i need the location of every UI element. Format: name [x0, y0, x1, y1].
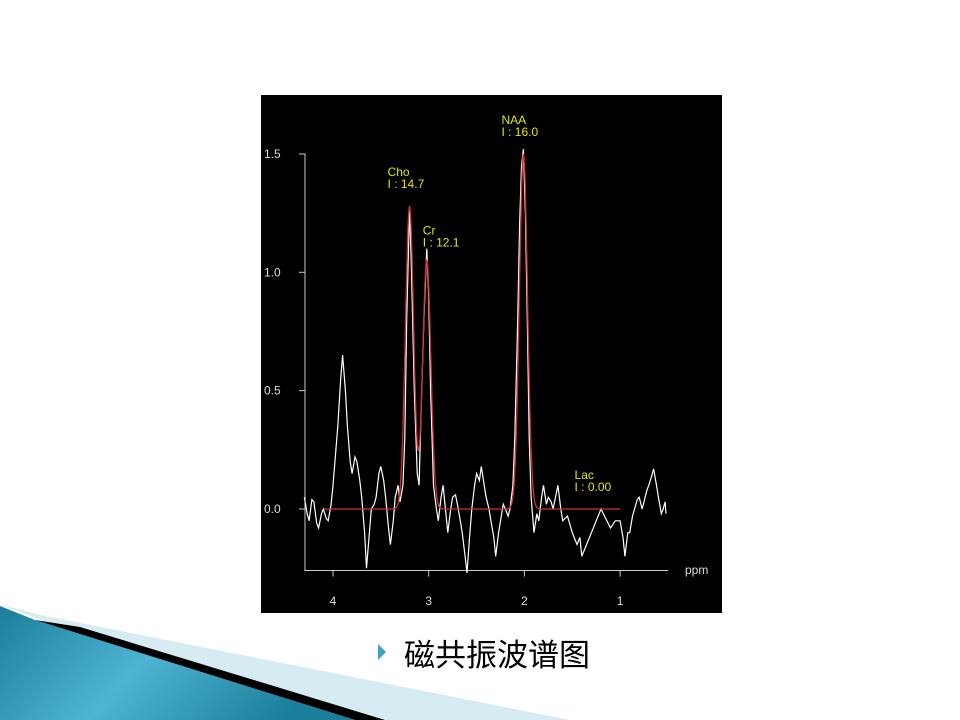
x-tick-label: 3	[425, 594, 432, 608]
y-tick-label: 1.5	[264, 147, 281, 161]
peak-label-naa: NAA	[501, 113, 526, 127]
peak-integral-cr: I : 12.1	[423, 235, 460, 249]
y-tick-label: 0.5	[264, 384, 281, 398]
peak-label-lac: Lac	[575, 468, 594, 482]
y-tick-label: 1.0	[264, 265, 281, 279]
spectrum-line	[303, 149, 667, 573]
caption-text: 磁共振波谱图	[404, 637, 590, 674]
fit-line	[323, 153, 621, 510]
bullet-triangle-icon	[378, 644, 386, 660]
y-tick-label: 0.0	[264, 502, 281, 516]
peak-label-cho: Cho	[388, 165, 410, 179]
x-tick-label: 1	[617, 594, 624, 608]
teal-swoosh	[0, 606, 355, 720]
x-tick-label: 4	[330, 594, 337, 608]
peak-integral-cho: I : 14.7	[388, 177, 425, 191]
peak-label-cr: Cr	[423, 223, 436, 237]
black-swoosh	[35, 620, 385, 720]
peak-integral-naa: I : 16.0	[501, 125, 538, 139]
peak-integral-lac: I : 0.00	[575, 480, 612, 494]
x-tick-label: 2	[521, 594, 528, 608]
caption: 磁共振波谱图	[378, 630, 590, 674]
x-axis-label: ppm	[685, 563, 708, 577]
